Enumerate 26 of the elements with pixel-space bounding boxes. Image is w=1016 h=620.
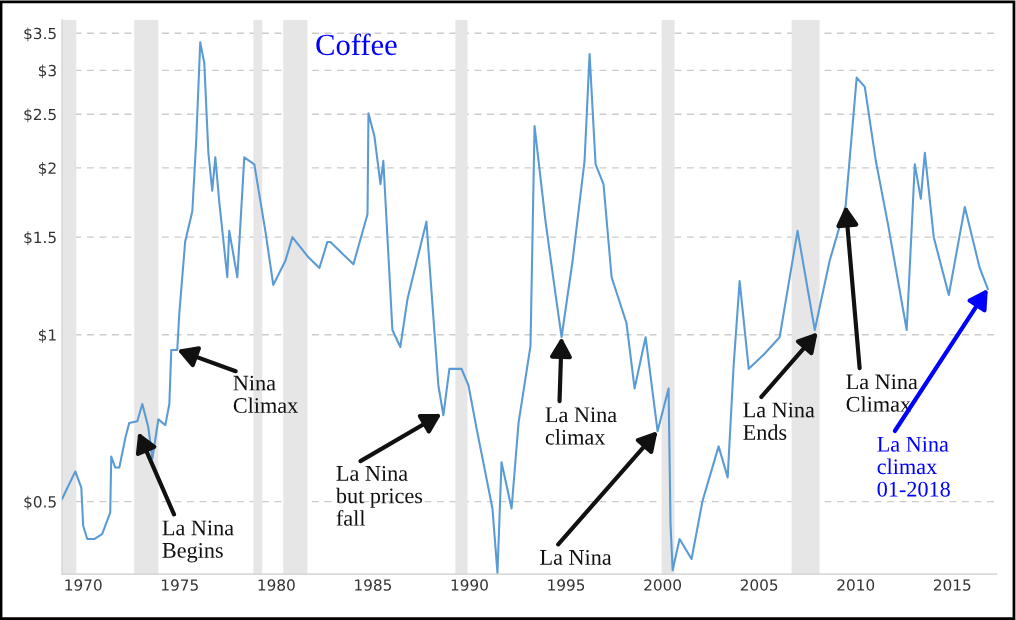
annotation: La Nina	[540, 549, 612, 565]
annotation: Nina Climax	[233, 375, 298, 414]
y-tick-label: $0.5	[24, 495, 56, 510]
y-tick-label: $2	[38, 162, 56, 176]
x-tick-label: 2005	[740, 579, 778, 591]
x-tick-label: 2010	[837, 579, 875, 591]
x-tick-label: 1990	[451, 579, 488, 591]
x-tick-label: 1980	[258, 579, 295, 591]
annotation: La Nina Ends	[743, 402, 815, 440]
y-tick-label: $1	[38, 328, 56, 343]
annotation: La Nina climax 01-2018	[877, 436, 950, 497]
annotation: La Nina Climax	[846, 374, 918, 412]
chart-title: Coffee	[316, 33, 397, 56]
x-tick-label: 1995	[548, 579, 585, 591]
y-tick-label: $3	[38, 64, 56, 79]
y-tick-label: $2.5	[24, 108, 56, 123]
annotation: La Nina but prices fall	[335, 465, 423, 526]
x-tick-label: 2015	[933, 579, 971, 591]
x-tick-label: 1970	[65, 579, 102, 591]
x-tick-label: 1985	[355, 579, 392, 591]
annotation: La Nina climax	[545, 407, 617, 445]
x-tick-label: 1975	[162, 579, 198, 591]
x-tick-label: 2000	[644, 579, 682, 591]
y-tick-label: $1.5	[24, 231, 56, 246]
annotation: La Nina Begins	[162, 520, 234, 563]
y-tick-label: $3.5	[24, 27, 56, 42]
